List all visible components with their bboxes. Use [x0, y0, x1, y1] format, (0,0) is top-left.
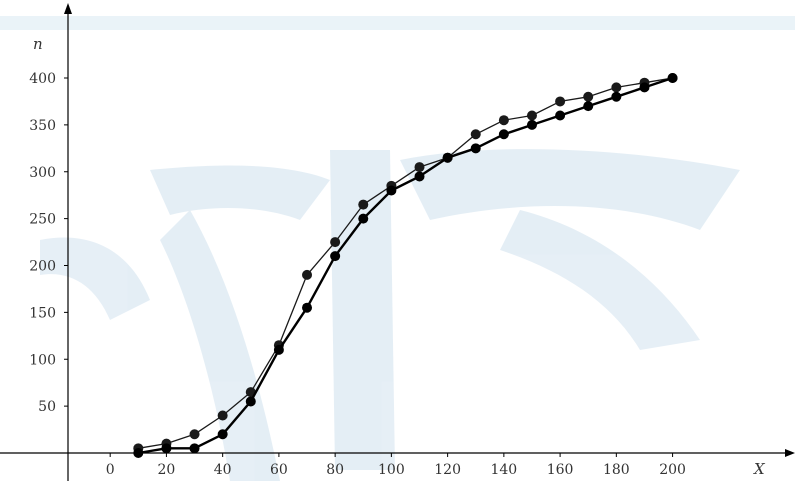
y-tick-label: 250 [29, 212, 56, 228]
data-point [639, 82, 650, 93]
y-tick-label: 150 [29, 305, 56, 321]
data-point [414, 171, 425, 182]
data-point [161, 443, 172, 454]
data-point [414, 162, 425, 173]
data-point [611, 91, 622, 102]
series-2 [133, 73, 678, 458]
x-tick-label: 60 [270, 462, 288, 478]
x-tick-label: 180 [603, 462, 630, 478]
x-axis-label: X [753, 460, 766, 478]
data-point [358, 199, 369, 210]
data-point [526, 110, 537, 121]
data-point [330, 237, 341, 248]
y-axis-label: n [33, 35, 43, 53]
x-tick-label: 100 [378, 462, 405, 478]
y-tick-label: 350 [29, 118, 56, 134]
data-point [470, 143, 481, 154]
watermark-logo [0, 16, 795, 481]
data-point [470, 129, 481, 140]
data-point [189, 443, 200, 454]
x-tick-label: 80 [326, 462, 344, 478]
data-point [217, 410, 228, 421]
y-tick-label: 50 [38, 399, 56, 415]
data-point [498, 115, 509, 126]
data-point [245, 396, 256, 407]
data-point [330, 251, 341, 262]
axes [0, 3, 795, 481]
y-tick-label: 400 [29, 71, 56, 87]
data-point [189, 429, 200, 440]
data-point [555, 96, 566, 107]
data-point [526, 119, 537, 130]
y-tick-label: 100 [29, 352, 56, 368]
x-tick-label: 0 [106, 462, 115, 478]
y-tick-label: 200 [29, 259, 56, 275]
x-tick-label: 20 [158, 462, 176, 478]
data-point [555, 110, 566, 121]
data-point [442, 152, 453, 163]
data-point [273, 344, 284, 355]
x-tick-label: 40 [214, 462, 232, 478]
x-tick-label: 200 [659, 462, 686, 478]
x-tick-label: 140 [490, 462, 517, 478]
data-point [302, 302, 313, 313]
y-axis-arrow [64, 3, 72, 14]
data-point [133, 448, 144, 458]
data-point [302, 269, 313, 280]
series-layer [133, 73, 678, 458]
x-tick-label: 160 [547, 462, 574, 478]
data-point [498, 129, 509, 140]
data-point [583, 101, 594, 112]
data-point [611, 82, 622, 93]
data-point [386, 185, 397, 196]
x-axis-arrow [785, 449, 795, 457]
data-point [358, 213, 369, 224]
data-point [667, 73, 678, 83]
x-tick-label: 120 [434, 462, 461, 478]
data-point [217, 429, 228, 440]
ticks: 0 20 40 60 80 100 120 140 160 180 200 50 100 150 200 25… [29, 71, 686, 478]
data-point [583, 91, 594, 102]
y-tick-label: 300 [29, 165, 56, 181]
